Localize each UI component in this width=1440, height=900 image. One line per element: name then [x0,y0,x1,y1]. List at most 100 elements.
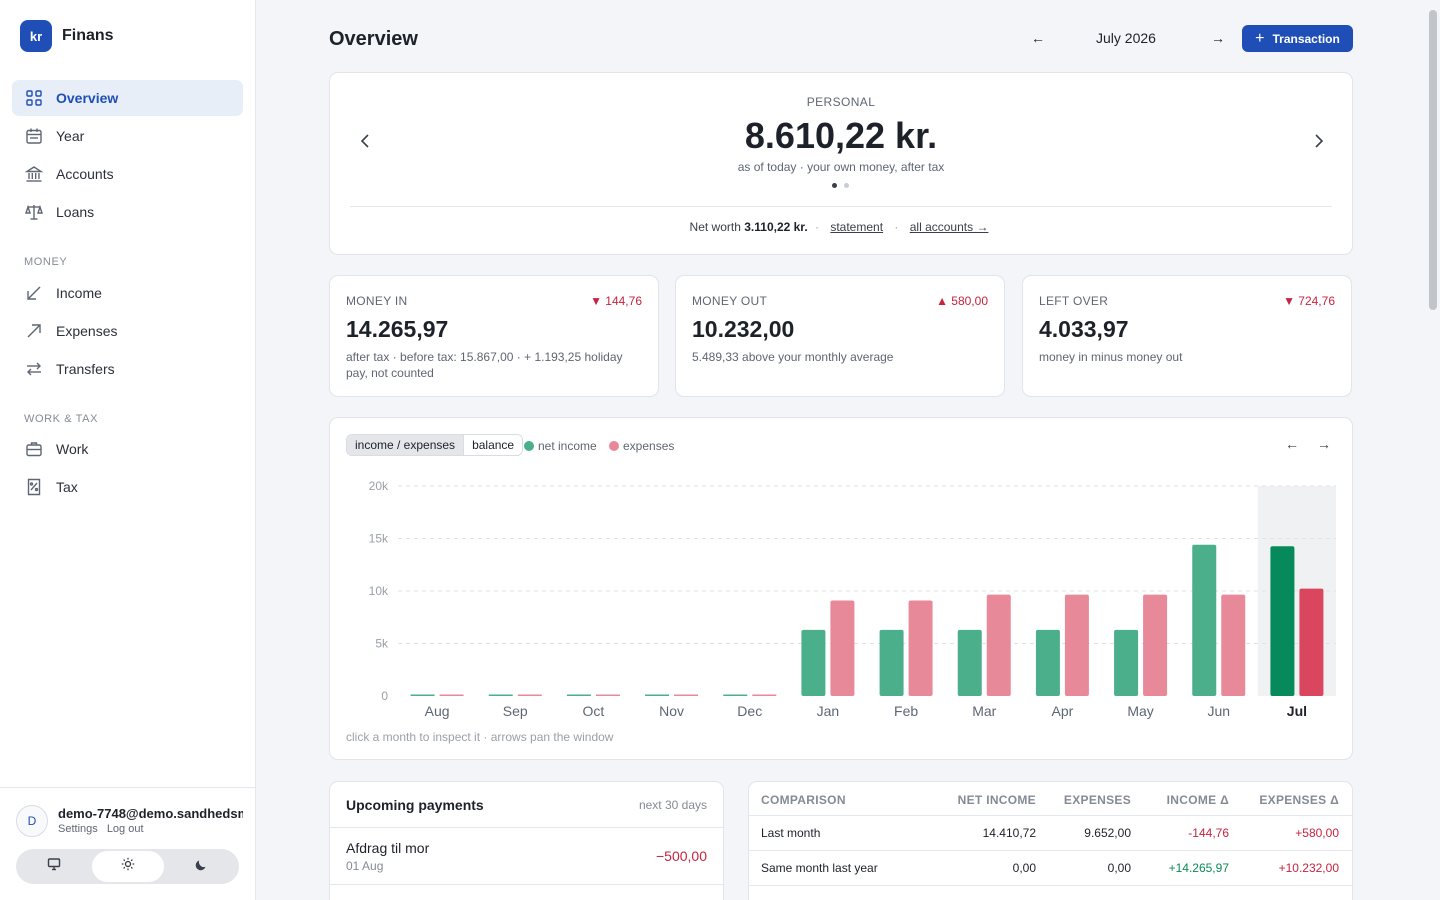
stat-delta: ▼ 144,76 [590,294,642,308]
divider [749,850,1352,851]
swap-icon [24,359,44,379]
x-tick-label: Sep [503,703,528,719]
sidebar-item-work[interactable]: Work [12,431,243,467]
sidebar-item-income[interactable]: Income [12,275,243,311]
chart-next-button[interactable]: → [1317,436,1331,452]
bar-expenses [1221,594,1246,696]
divider [749,885,1352,886]
legend-swatch [524,441,534,451]
stat-label: LEFT OVER [1039,294,1109,308]
brand[interactable]: kr Finans [20,20,114,52]
bar-chart: 0 5k 10k 15k 20k Aug Sep Oct Nov Dec Jan Feb Mar Apr M… [369,479,1336,719]
scrollbar-thumb[interactable] [1429,10,1437,310]
x-tick-label: Apr [1052,703,1074,719]
bar-net-income [879,629,904,696]
logout-link[interactable]: Log out [106,823,144,835]
sidebar-item-transfers[interactable]: Transfers [12,351,243,387]
carousel-prev-button[interactable] [356,131,376,151]
bar-net-income [801,629,826,696]
bar-expenses [830,600,855,696]
chart-hint: click a month to inspect it · arrows pan… [346,730,614,744]
balance-carousel: PERSONAL 8.610,22 kr. as of today · your… [329,72,1353,255]
divider [749,815,1352,816]
payment-date: 01 Aug [346,859,384,873]
bar-net-income [566,694,591,696]
theme-system-button[interactable] [18,851,90,882]
bar-net-income [957,629,982,696]
carousel-dot[interactable] [844,183,849,188]
statement-link[interactable]: statement [830,220,884,234]
bar-expenses [986,594,1011,696]
table-cell: +580,00 [1295,826,1339,840]
sidebar-item-expenses[interactable]: Expenses [12,313,243,349]
bar-expenses [517,694,542,696]
payment-amount: −500,00 [656,848,707,864]
y-tick-label: 0 [381,689,388,703]
prev-month-button[interactable]: ← [1031,30,1045,46]
chart-prev-button[interactable]: ← [1285,436,1299,452]
bar-expenses [752,694,777,696]
grid-icon [24,88,44,108]
y-tick-label: 5k [375,637,389,651]
net-worth-value: 3.110,22 kr. [744,220,808,234]
legend-label: net income [538,439,597,453]
bar-net-income [645,694,670,696]
x-tick-label: Oct [583,703,605,719]
x-tick-label: May [1127,703,1153,719]
bar-net-income [723,694,748,696]
stat-card-money-in[interactable]: MONEY IN ▼ 144,76 14.265,97 after tax · … [329,275,659,397]
x-tick-label: Dec [737,703,762,719]
payment-name: Afdrag til mor [346,840,430,856]
column-header: EXPENSES Δ [1259,793,1339,807]
theme-light-button[interactable] [92,851,164,882]
table-cell: 0,00 [1107,861,1131,875]
user-panel: D demo-7748@demo.sandhedsm... Settings L… [0,787,255,900]
sidebar-item-overview[interactable]: Overview [12,80,243,116]
bar-net-income [488,694,513,696]
carousel-next-button[interactable] [1308,131,1328,151]
x-tick-label: Jun [1207,703,1230,719]
stat-card-left-over[interactable]: LEFT OVER ▼ 724,76 4.033,97 money in min… [1022,275,1352,397]
divider [330,827,723,828]
add-transaction-button[interactable]: + Transaction [1242,25,1353,52]
arrow-down-left-icon [24,283,44,303]
arrow-up-right-icon [24,321,44,341]
balance-subtitle: as of today · your own money, after tax [737,160,945,174]
income-expenses-chart-card: 0 5k 10k 15k 20k Aug Sep Oct Nov Dec Jan Feb Mar Apr M… [329,417,1353,760]
stat-delta: ▼ 724,76 [1283,294,1335,308]
bar-expenses [1064,594,1089,696]
y-tick-label: 20k [369,479,389,493]
tab-balance[interactable]: balance [464,435,523,455]
settings-link[interactable]: Settings [58,823,98,835]
stat-label: MONEY OUT [692,294,768,308]
x-tick-label: Aug [425,703,450,719]
separator: · [815,220,819,234]
sidebar-item-accounts[interactable]: Accounts [12,156,243,192]
next-month-button[interactable]: → [1211,30,1225,46]
table-cell: +10.232,00 [1278,861,1339,875]
legend-expenses: expenses [609,439,674,453]
x-tick-label: Feb [894,703,918,719]
user-email: demo-7748@demo.sandhedsm... [58,806,243,821]
sidebar-item-loans[interactable]: Loans [12,194,243,230]
chart-mode-toggle: income / expenses balance [346,434,524,456]
brand-logo: kr [20,20,52,52]
sidebar-item-tax[interactable]: Tax [12,469,243,505]
divider [330,884,723,885]
sidebar-item-label: Loans [56,204,95,220]
theme-dark-button[interactable] [166,851,238,882]
bank-icon [24,164,44,184]
carousel-dot-active[interactable] [832,183,837,188]
bar-net-income [1270,546,1295,696]
stat-card-money-out[interactable]: MONEY OUT ▲ 580,00 10.232,00 5.489,33 ab… [675,275,1005,397]
all-accounts-link[interactable]: all accounts → [909,220,989,234]
stat-value: 14.265,97 [346,316,449,342]
calendar-icon [24,126,44,146]
page-scrollbar[interactable] [1426,0,1440,900]
sidebar-item-label: Expenses [56,323,118,339]
sidebar-item-label: Overview [56,90,119,106]
sidebar-item-year[interactable]: Year [12,118,243,154]
tab-income-expenses[interactable]: income / expenses [347,435,465,455]
avatar[interactable]: D [16,805,48,837]
balance-value: 8.610,22 kr. [744,115,938,156]
